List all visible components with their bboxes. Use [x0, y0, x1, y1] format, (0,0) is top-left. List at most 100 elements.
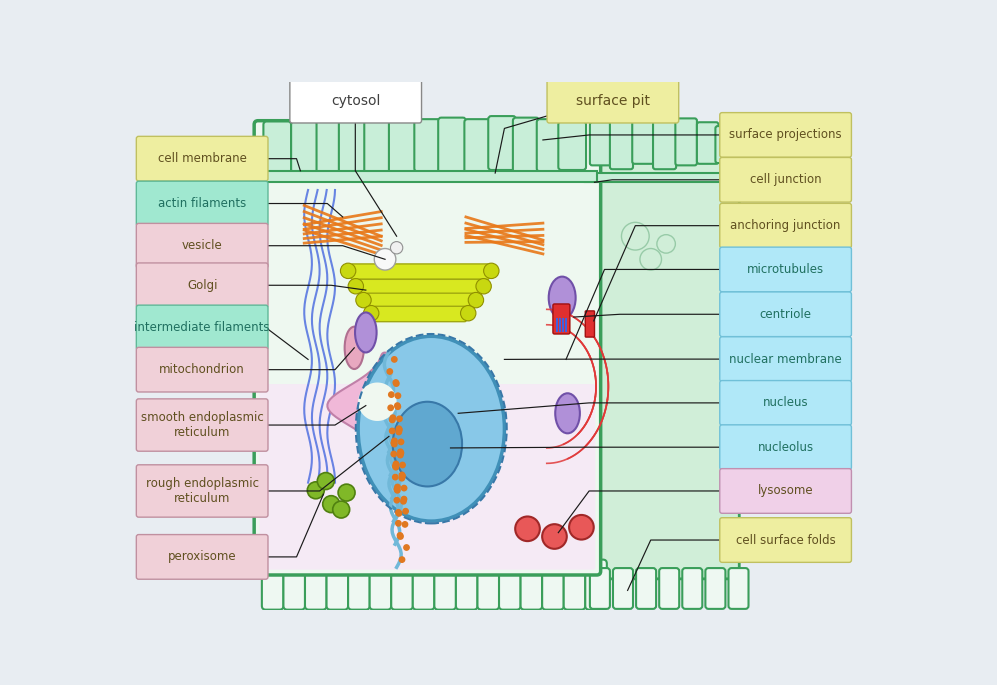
Circle shape — [392, 441, 397, 447]
Circle shape — [395, 404, 401, 410]
FancyBboxPatch shape — [137, 399, 268, 451]
FancyBboxPatch shape — [465, 119, 491, 175]
Circle shape — [476, 279, 492, 294]
Circle shape — [400, 557, 405, 562]
Circle shape — [403, 508, 409, 514]
Circle shape — [398, 533, 403, 538]
Circle shape — [398, 452, 403, 458]
FancyBboxPatch shape — [137, 182, 268, 226]
FancyBboxPatch shape — [456, 560, 478, 610]
FancyBboxPatch shape — [706, 568, 726, 609]
Circle shape — [404, 545, 409, 550]
Polygon shape — [327, 353, 435, 459]
Circle shape — [397, 416, 402, 421]
FancyBboxPatch shape — [590, 122, 611, 165]
FancyBboxPatch shape — [729, 568, 749, 609]
Ellipse shape — [393, 401, 462, 486]
Text: intermediate filaments: intermediate filaments — [135, 321, 270, 334]
FancyBboxPatch shape — [610, 119, 633, 169]
Circle shape — [393, 464, 399, 470]
FancyBboxPatch shape — [137, 263, 268, 308]
FancyBboxPatch shape — [553, 304, 570, 334]
Circle shape — [400, 473, 405, 479]
FancyBboxPatch shape — [520, 560, 542, 610]
FancyBboxPatch shape — [366, 293, 475, 308]
Ellipse shape — [555, 393, 580, 434]
Text: surface pit: surface pit — [576, 94, 650, 108]
Bar — [585, 173, 736, 182]
Text: cell surface folds: cell surface folds — [736, 534, 835, 547]
Circle shape — [399, 475, 405, 481]
Circle shape — [390, 417, 395, 423]
Circle shape — [391, 242, 403, 254]
FancyBboxPatch shape — [653, 120, 676, 169]
Circle shape — [364, 306, 379, 321]
FancyBboxPatch shape — [350, 264, 490, 279]
Circle shape — [402, 497, 407, 502]
FancyBboxPatch shape — [675, 119, 697, 165]
Circle shape — [387, 369, 393, 374]
Circle shape — [402, 522, 408, 527]
Ellipse shape — [548, 277, 575, 319]
Circle shape — [402, 486, 407, 490]
FancyBboxPatch shape — [581, 125, 739, 579]
Circle shape — [333, 501, 350, 518]
Text: vesicle: vesicle — [181, 239, 222, 252]
FancyBboxPatch shape — [389, 118, 417, 174]
Text: actin filaments: actin filaments — [159, 197, 246, 210]
Circle shape — [398, 450, 404, 456]
Circle shape — [394, 486, 400, 492]
FancyBboxPatch shape — [137, 465, 268, 517]
FancyBboxPatch shape — [370, 560, 391, 610]
Circle shape — [391, 451, 397, 457]
Circle shape — [356, 292, 371, 308]
Circle shape — [393, 475, 398, 480]
Circle shape — [390, 428, 395, 434]
Text: cytosol: cytosol — [331, 94, 381, 108]
FancyBboxPatch shape — [585, 311, 594, 337]
Circle shape — [469, 292, 484, 308]
FancyBboxPatch shape — [536, 119, 561, 171]
Circle shape — [340, 263, 356, 279]
FancyBboxPatch shape — [316, 116, 341, 176]
FancyBboxPatch shape — [585, 560, 607, 610]
Text: Golgi: Golgi — [186, 279, 217, 292]
FancyBboxPatch shape — [512, 118, 539, 176]
FancyBboxPatch shape — [137, 305, 268, 350]
FancyBboxPatch shape — [439, 118, 466, 177]
FancyBboxPatch shape — [263, 121, 291, 177]
FancyBboxPatch shape — [137, 223, 268, 268]
Circle shape — [396, 511, 402, 516]
FancyBboxPatch shape — [682, 568, 702, 609]
FancyBboxPatch shape — [305, 560, 327, 610]
Circle shape — [395, 403, 400, 408]
Circle shape — [396, 510, 401, 515]
Text: surface projections: surface projections — [729, 129, 841, 141]
FancyBboxPatch shape — [254, 121, 600, 575]
Circle shape — [569, 515, 594, 540]
FancyBboxPatch shape — [720, 381, 851, 425]
Circle shape — [392, 357, 397, 362]
FancyBboxPatch shape — [613, 568, 633, 609]
Circle shape — [397, 427, 402, 432]
Circle shape — [390, 415, 396, 421]
FancyBboxPatch shape — [489, 116, 516, 170]
Text: lysosome: lysosome — [758, 484, 814, 497]
Circle shape — [394, 381, 399, 386]
FancyBboxPatch shape — [137, 136, 268, 181]
FancyBboxPatch shape — [358, 279, 483, 295]
FancyBboxPatch shape — [435, 560, 456, 610]
FancyBboxPatch shape — [563, 560, 585, 610]
FancyBboxPatch shape — [290, 78, 422, 123]
FancyBboxPatch shape — [415, 119, 441, 171]
Circle shape — [394, 497, 400, 503]
Circle shape — [396, 429, 402, 435]
FancyBboxPatch shape — [716, 126, 737, 163]
FancyBboxPatch shape — [697, 122, 719, 164]
FancyBboxPatch shape — [590, 568, 610, 609]
Text: nuclear membrane: nuclear membrane — [729, 353, 842, 366]
FancyBboxPatch shape — [720, 112, 851, 158]
Text: nucleolus: nucleolus — [758, 440, 814, 453]
Text: cell junction: cell junction — [750, 173, 822, 186]
Circle shape — [307, 482, 324, 499]
